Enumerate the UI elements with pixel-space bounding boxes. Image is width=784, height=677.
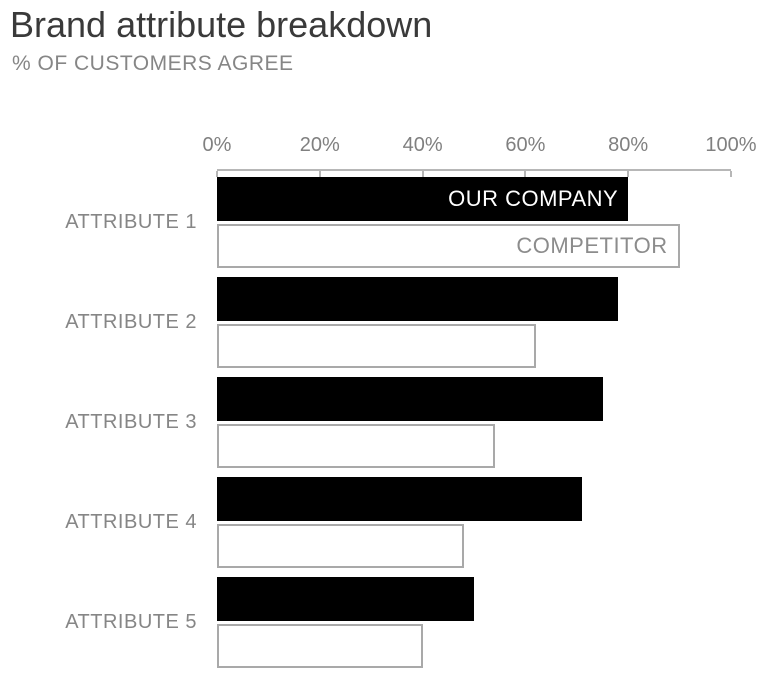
bar-our-company (217, 277, 618, 321)
x-axis-line (216, 169, 732, 177)
x-tick-mark (216, 171, 218, 177)
category-label: ATTRIBUTE 1 (65, 211, 197, 233)
bar-group (217, 377, 731, 468)
x-tick-label: 80% (608, 134, 649, 156)
bar-our-company (217, 477, 582, 521)
category-label: ATTRIBUTE 2 (65, 311, 197, 333)
bar-competitor: COMPETITOR (217, 224, 680, 268)
bar-competitor (217, 624, 423, 668)
bar-competitor (217, 524, 464, 568)
chart-subtitle: % OF CUSTOMERS AGREE (12, 52, 294, 75)
bar-competitor (217, 324, 536, 368)
x-tick-mark (318, 171, 321, 177)
x-tick-mark (730, 171, 732, 177)
x-tick-mark (421, 171, 424, 177)
bar-group (217, 577, 731, 668)
series-label-our-company: OUR COMPANY (448, 186, 619, 211)
category-label: ATTRIBUTE 4 (65, 511, 197, 533)
x-tick-label: 40% (402, 134, 443, 156)
x-tick-mark (627, 171, 630, 177)
x-tick-label: 100% (705, 134, 757, 156)
bar-group (217, 277, 731, 368)
series-label-competitor: COMPETITOR (516, 233, 668, 258)
x-tick-label: 60% (505, 134, 546, 156)
category-labels: ATTRIBUTE 1 ATTRIBUTE 2 ATTRIBUTE 3 ATTRIBU… (0, 177, 197, 677)
bar-group (217, 477, 731, 568)
bar-group: OUR COMPANY COMPETITOR (217, 177, 731, 268)
x-tick-label: 20% (299, 134, 340, 156)
category-label: ATTRIBUTE 3 (65, 411, 197, 433)
category-label: ATTRIBUTE 5 (65, 611, 197, 633)
x-tick-label: 0% (202, 134, 232, 156)
bar-our-company (217, 577, 474, 621)
x-axis-tick-labels: 0% 20% 40% 60% 80% 100% (203, 134, 757, 162)
bar-rows: OUR COMPANY COMPETITOR (217, 177, 731, 677)
bar-our-company (217, 377, 603, 421)
x-tick-mark (524, 171, 527, 177)
bar-our-company: OUR COMPANY (217, 177, 629, 221)
bar-competitor (217, 424, 495, 468)
chart-title: Brand attribute breakdown (10, 4, 433, 45)
